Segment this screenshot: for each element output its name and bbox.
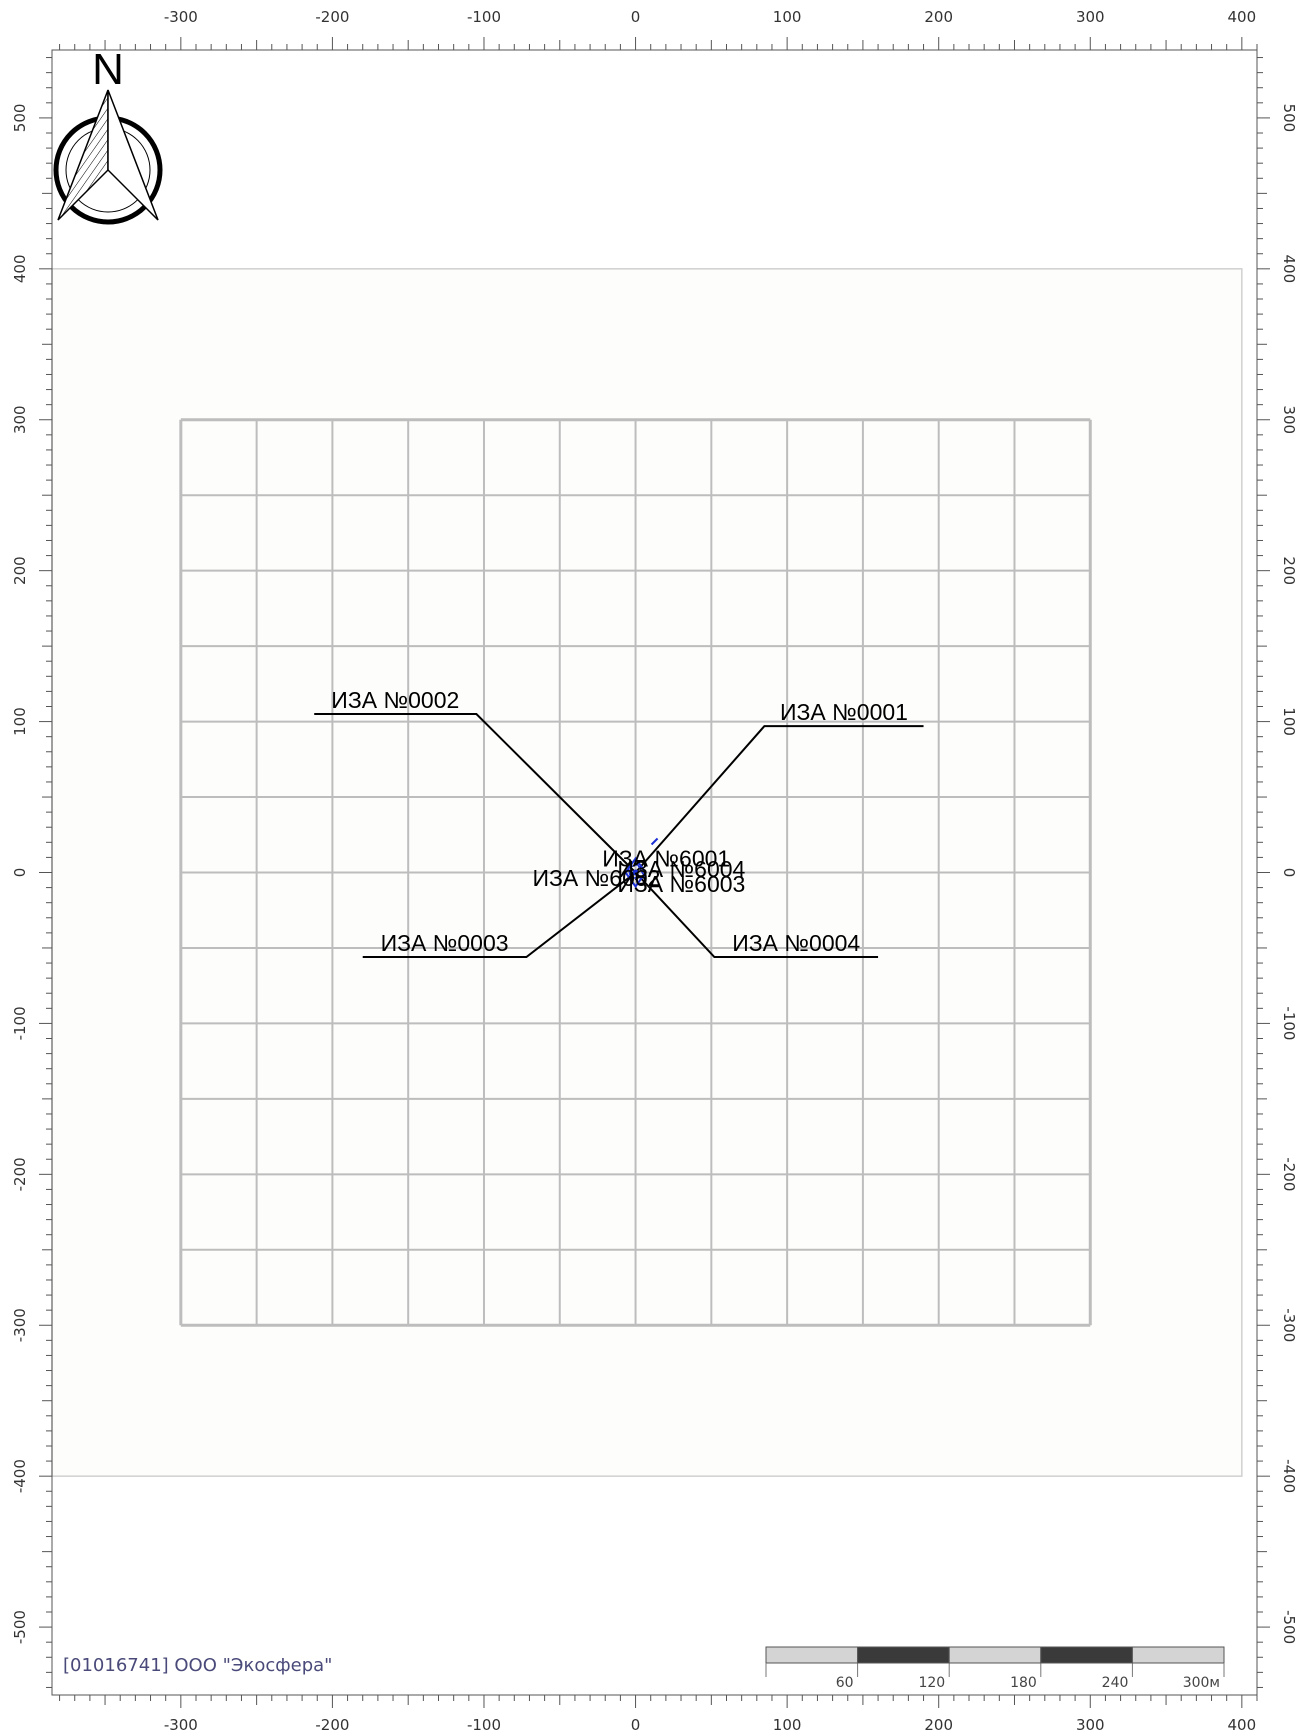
source-label: ИЗА №0001 [780,699,908,725]
y-tick-label-right: -200 [1280,1157,1298,1191]
scale-bar-segment [1040,1646,1133,1664]
leader-line [362,871,637,959]
coordinate-ruler: -300 -300 -200 -200 -100 -100 0 0 100 100 200 200 30… [11,8,1298,1734]
north-arrow-hatch [58,90,108,220]
y-tick-label-right: 0 [1280,868,1298,878]
source-leader-lines [314,713,924,959]
leader-line [314,713,637,874]
scale-bar-segment [1131,1646,1225,1664]
scale-bar-label: 180 [1010,1675,1037,1691]
source-marker-point[interactable] [632,869,639,876]
source-label: ИЗА №6003 [617,871,745,897]
x-tick-label-top: 400 [1228,8,1257,26]
y-tick-label-right: 300 [1280,405,1298,434]
x-tick-label-top: -100 [467,8,501,26]
y-tick-label-left: -400 [11,1459,29,1493]
y-tick-label-left: 0 [11,868,29,878]
source-labels: ИЗА №0001 ИЗА №0002 ИЗА №0003 ИЗА №0004 ИЗА … [331,687,908,956]
source-marker-tick [650,837,659,846]
y-tick-label-right: 100 [1280,707,1298,736]
north-arrow-right-half [107,89,159,221]
scale-bar-segment [948,1646,1042,1664]
source-label: ИЗА №0003 [381,930,509,956]
y-tick-label-left: -200 [11,1157,29,1191]
y-tick-label-left: 300 [11,405,29,434]
y-tick-label-left: -500 [11,1610,29,1644]
y-tick-label-right: -300 [1280,1308,1298,1342]
x-tick-label-top: 300 [1076,8,1105,26]
scale-bar-label: 240 [1102,1675,1129,1691]
y-tick-label-left: 200 [11,556,29,585]
y-tick-label-right: -100 [1280,1006,1298,1040]
x-tick-label-top: -300 [164,8,198,26]
scale-bar-segment [857,1646,950,1664]
source-label: ИЗА №0002 [331,687,459,713]
source-marker-area[interactable] [627,863,646,880]
x-tick-label-top: 200 [924,8,953,26]
y-tick-label-right: 400 [1280,255,1298,284]
source-label: ИЗА №0004 [732,930,860,956]
y-tick-label-left: 400 [11,255,29,284]
y-tick-label-left: 100 [11,707,29,736]
x-tick-label-bottom: -200 [315,1716,349,1734]
x-tick-label-bottom: 0 [631,1716,641,1734]
y-tick-label-left: -100 [11,1006,29,1040]
source-label: ИЗА №6002 [532,865,660,891]
north-arrow: N [53,45,163,225]
scale-bar-label: 60 [836,1675,854,1691]
leader-line [634,871,879,959]
scale-bar-segment [765,1646,859,1664]
source-label: ИЗА №6001 [602,845,730,871]
x-tick-label-bottom: 300 [1076,1716,1105,1734]
x-tick-label-top: -200 [315,8,349,26]
owner-label: [01016741] ООО "Экосфера" [63,1655,332,1676]
leader-line [634,725,924,874]
y-tick-label-right: -500 [1280,1610,1298,1644]
y-tick-label-right: -400 [1280,1459,1298,1493]
x-tick-label-top: 0 [631,8,641,26]
scale-bar-label: 120 [918,1675,945,1691]
y-tick-label-left: -300 [11,1308,29,1342]
y-tick-label-right: 200 [1280,556,1298,585]
x-tick-label-top: 100 [773,8,802,26]
x-tick-label-bottom: 100 [773,1716,802,1734]
x-tick-label-bottom: 400 [1228,1716,1257,1734]
x-tick-label-bottom: -100 [467,1716,501,1734]
x-tick-label-bottom: 200 [924,1716,953,1734]
emission-sources[interactable] [624,837,659,889]
y-tick-label-right: 500 [1280,104,1298,133]
scale-bar: 60 120 180 240 300м [765,1646,1225,1691]
y-tick-label-left: 500 [11,104,29,133]
source-label: ИЗА №6004 [617,856,745,882]
scale-bar-label: 300м [1183,1675,1220,1691]
x-tick-label-bottom: -300 [164,1716,198,1734]
north-arrow-letter: N [92,45,124,94]
